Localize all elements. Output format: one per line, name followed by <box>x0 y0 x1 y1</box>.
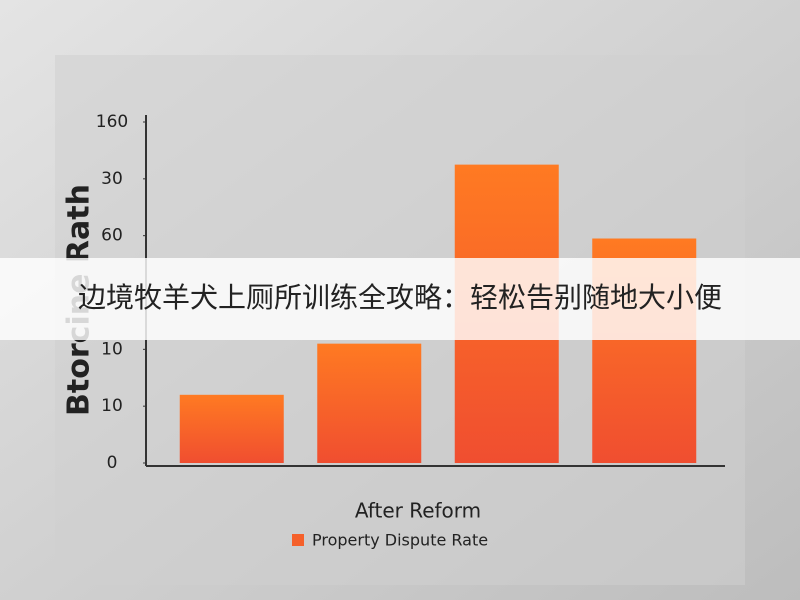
banner-background <box>0 258 800 340</box>
y-tick-label: 0 <box>107 453 118 473</box>
y-tick-label: 10 <box>101 396 123 416</box>
y-tick-label: 60 <box>101 226 123 246</box>
y-tick-label: 30 <box>101 169 123 189</box>
banner-text: 边境牧羊犬上厕所训练全攻略：轻松告别随地大小便 <box>78 281 722 314</box>
y-tick-label: 160 <box>96 112 128 132</box>
x-axis-label: After Reform <box>355 499 481 523</box>
y-tick-label: 10 <box>101 339 123 359</box>
legend-swatch <box>292 534 304 546</box>
legend-label: Property Dispute Rate <box>312 531 488 550</box>
bar <box>179 394 284 463</box>
bar <box>317 343 422 463</box>
